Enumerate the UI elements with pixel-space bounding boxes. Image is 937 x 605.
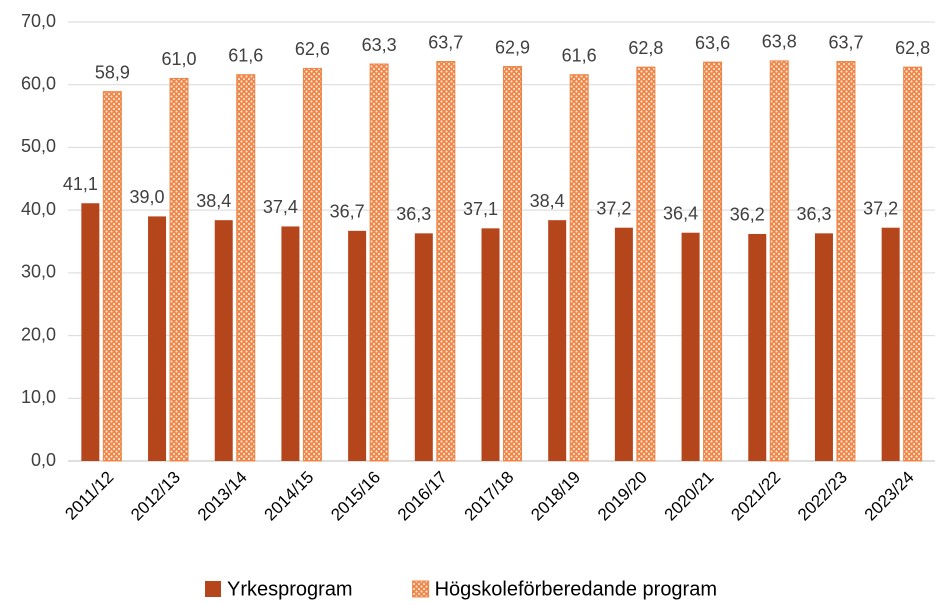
legend-label: Yrkesprogram xyxy=(227,578,353,600)
x-tick-label: 2013/14 xyxy=(194,468,251,525)
bar xyxy=(236,74,256,462)
y-tick-label: 10,0 xyxy=(21,387,56,407)
bar xyxy=(569,74,589,462)
x-tick-label: 2015/16 xyxy=(327,468,384,525)
x-tick-label: 2019/20 xyxy=(594,468,651,525)
y-tick-label: 60,0 xyxy=(21,73,56,93)
value-label: 61,6 xyxy=(228,45,263,65)
bar xyxy=(369,63,389,462)
value-label: 38,4 xyxy=(530,191,565,211)
bar xyxy=(436,61,456,462)
value-label: 58,9 xyxy=(95,62,130,82)
bar xyxy=(903,66,923,462)
bar xyxy=(814,233,833,461)
value-label: 38,4 xyxy=(196,191,231,211)
x-tick-label: 2023/24 xyxy=(861,468,918,525)
legend-swatch xyxy=(205,581,221,597)
legend-swatch xyxy=(412,580,430,598)
y-tick-label: 50,0 xyxy=(21,136,56,156)
bar xyxy=(148,216,167,461)
y-tick-label: 40,0 xyxy=(21,199,56,219)
bar xyxy=(348,230,367,461)
bar xyxy=(169,77,189,462)
legend-label: Högskoleförberedande program xyxy=(435,578,717,600)
value-label: 62,6 xyxy=(295,39,330,59)
bar xyxy=(81,203,100,461)
value-label: 41,1 xyxy=(63,174,98,194)
value-label: 36,2 xyxy=(730,205,765,225)
value-label: 36,3 xyxy=(396,204,431,224)
value-label: 37,2 xyxy=(596,198,631,218)
value-label: 37,1 xyxy=(463,199,498,219)
bar xyxy=(481,228,500,461)
bar xyxy=(614,227,633,461)
bar xyxy=(281,226,300,461)
y-tick-label: 20,0 xyxy=(21,324,56,344)
value-label: 62,8 xyxy=(895,38,930,58)
value-label: 62,8 xyxy=(628,38,663,58)
x-tick-label: 2022/23 xyxy=(794,468,851,525)
value-label: 36,7 xyxy=(330,202,365,222)
x-tick-label: 2016/17 xyxy=(394,468,451,525)
x-tick-label: 2014/15 xyxy=(261,468,318,525)
value-label: 63,3 xyxy=(362,35,397,55)
y-tick-label: 30,0 xyxy=(21,262,56,282)
value-label: 36,4 xyxy=(663,203,698,223)
value-label: 63,8 xyxy=(762,32,797,52)
bar xyxy=(302,67,322,462)
x-tick-label: 2011/12 xyxy=(61,468,117,524)
bar xyxy=(681,232,700,461)
value-label: 37,4 xyxy=(263,197,298,217)
value-label: 63,7 xyxy=(828,32,863,52)
value-label: 61,0 xyxy=(162,49,197,69)
x-tick-label: 2021/22 xyxy=(727,468,784,525)
bar xyxy=(102,91,122,462)
value-label: 61,6 xyxy=(562,45,597,65)
value-label: 36,3 xyxy=(796,204,831,224)
bar xyxy=(769,60,789,462)
value-label: 37,2 xyxy=(863,198,898,218)
bar xyxy=(703,61,723,462)
value-label: 39,0 xyxy=(130,187,165,207)
bar xyxy=(214,220,233,461)
x-tick-label: 2018/19 xyxy=(527,468,584,525)
x-tick-label: 2017/18 xyxy=(461,468,518,525)
bar xyxy=(548,220,567,461)
bar xyxy=(836,61,856,462)
value-label: 63,6 xyxy=(695,33,730,53)
x-tick-label: 2020/21 xyxy=(661,468,718,525)
y-tick-label: 0,0 xyxy=(31,450,56,470)
x-tick-label: 2012/13 xyxy=(127,468,184,525)
value-label: 62,9 xyxy=(495,37,530,57)
bar xyxy=(881,227,900,461)
bar xyxy=(748,233,767,461)
value-label: 63,7 xyxy=(428,32,463,52)
bar xyxy=(414,233,433,461)
bar xyxy=(636,66,656,462)
y-tick-label: 70,0 xyxy=(21,11,56,31)
bar xyxy=(503,66,522,462)
